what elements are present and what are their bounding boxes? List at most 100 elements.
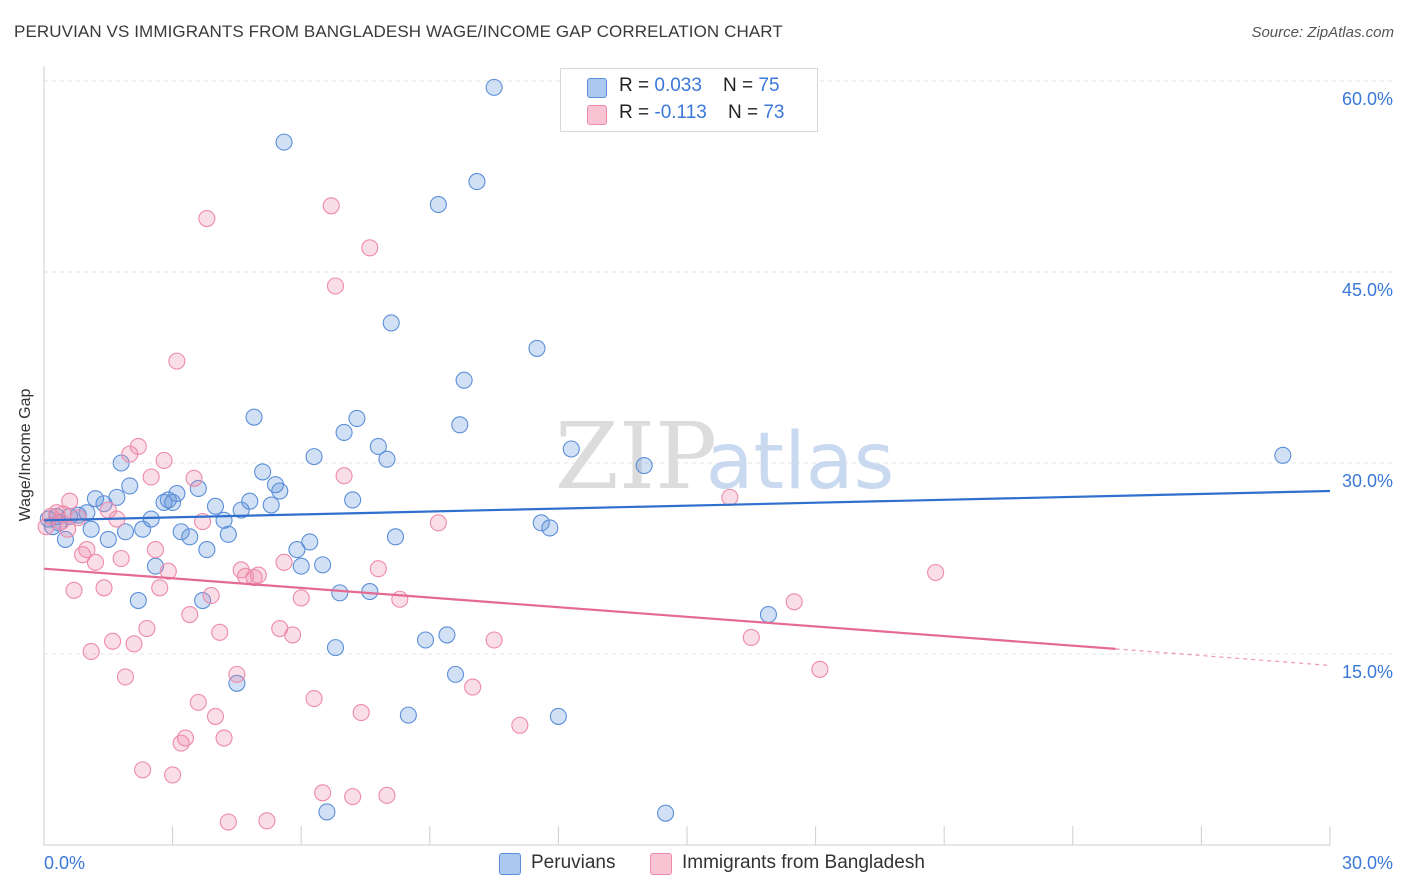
data-point — [301, 533, 319, 551]
data-point — [78, 504, 96, 522]
data-point — [65, 581, 83, 599]
data-point — [451, 416, 469, 434]
data-point — [416, 631, 435, 649]
data-point — [314, 556, 332, 574]
data-point — [99, 530, 117, 548]
source-label: Source: ZipAtlas.com — [1251, 24, 1394, 41]
watermark-zip: ZIP — [555, 403, 717, 510]
y-tick-label: 60.0% — [1342, 89, 1393, 109]
data-point — [146, 541, 165, 559]
data-point — [549, 707, 567, 725]
data-point — [56, 530, 74, 548]
x-tick-labels: 0.0% 30.0% — [44, 853, 1393, 873]
bangladesh-legend-label: Immigrants from Bangladesh — [682, 852, 925, 873]
watermark-atlas: atlas — [706, 417, 895, 507]
data-point — [146, 557, 165, 575]
legend-r-label: R = — [619, 75, 655, 96]
data-point — [86, 490, 104, 508]
data-point — [241, 492, 259, 510]
data-point — [446, 665, 465, 683]
legend-r-value: -0.113 — [654, 102, 707, 123]
data-point — [185, 469, 203, 487]
data-point — [181, 605, 199, 624]
y-tick-label: 30.0% — [1342, 471, 1393, 491]
data-point — [721, 488, 739, 506]
data-point — [657, 804, 675, 822]
data-point — [352, 704, 370, 722]
data-point — [759, 605, 777, 624]
data-point — [181, 528, 199, 546]
data-point — [142, 468, 160, 486]
data-point — [275, 133, 293, 151]
data-point — [378, 786, 396, 804]
data-point — [292, 589, 310, 607]
trend-lines — [43, 489, 1331, 667]
data-point — [361, 239, 379, 257]
data-point — [159, 562, 177, 580]
y-tick-labels: 15.0% 30.0% 45.0% 60.0% — [1342, 89, 1393, 682]
data-point — [562, 440, 580, 458]
data-point — [232, 501, 250, 519]
data-point — [344, 788, 362, 806]
data-point — [125, 635, 143, 653]
chart-title: PERUVIAN VS IMMIGRANTS FROM BANGLADESH W… — [14, 22, 783, 41]
data-point — [386, 528, 405, 546]
data-point — [382, 314, 400, 332]
y-axis-label: Wage/Income Gap — [17, 388, 34, 522]
gridlines — [44, 80, 1392, 655]
data-point — [59, 520, 77, 538]
data-point — [275, 553, 293, 571]
data-point — [369, 560, 387, 578]
data-point — [399, 706, 417, 724]
data-point — [292, 557, 310, 575]
data-point — [155, 451, 173, 470]
legend-r-value: 0.033 — [654, 75, 702, 96]
data-point — [219, 813, 237, 831]
data-point — [318, 803, 336, 821]
data-point — [198, 209, 216, 228]
legend-n-label: N = — [723, 75, 759, 96]
peruvians-legend-label: Peruvians — [531, 852, 616, 873]
data-point — [485, 631, 503, 649]
data-point — [151, 579, 169, 597]
data-point — [455, 371, 473, 389]
data-point — [391, 590, 409, 608]
data-point — [331, 584, 349, 602]
series-peruvians — [39, 78, 1292, 822]
data-point — [198, 541, 216, 559]
data-point — [134, 761, 152, 779]
data-point — [194, 591, 212, 610]
data-point — [528, 339, 546, 357]
data-point — [532, 514, 550, 532]
peruvians-legend-swatch — [499, 853, 521, 875]
series-bangladesh — [37, 197, 945, 831]
data-point — [219, 525, 237, 543]
data-point — [811, 660, 829, 678]
data-point — [742, 628, 760, 646]
data-point — [335, 423, 353, 441]
data-point — [164, 493, 182, 512]
data-point — [228, 665, 246, 683]
data-point — [95, 579, 113, 597]
data-point — [271, 482, 289, 500]
data-point — [429, 514, 447, 532]
data-point — [37, 518, 55, 536]
legend-r-label: R = — [619, 102, 655, 123]
data-point — [314, 784, 332, 802]
data-point — [284, 626, 302, 644]
legend-n-value: 73 — [763, 102, 785, 123]
data-point — [305, 448, 323, 466]
data-point — [262, 496, 280, 514]
y-tick-label: 45.0% — [1342, 280, 1393, 300]
data-point — [1274, 446, 1292, 464]
data-point — [82, 642, 100, 661]
data-point — [138, 619, 156, 638]
data-point — [326, 277, 345, 295]
data-point — [258, 812, 276, 830]
data-point — [254, 463, 272, 481]
data-point — [485, 78, 503, 96]
data-point — [288, 541, 306, 559]
trend-line-bangladesh-extension — [1115, 648, 1331, 667]
watermark: ZIP atlas — [555, 403, 894, 510]
data-point — [228, 674, 246, 692]
